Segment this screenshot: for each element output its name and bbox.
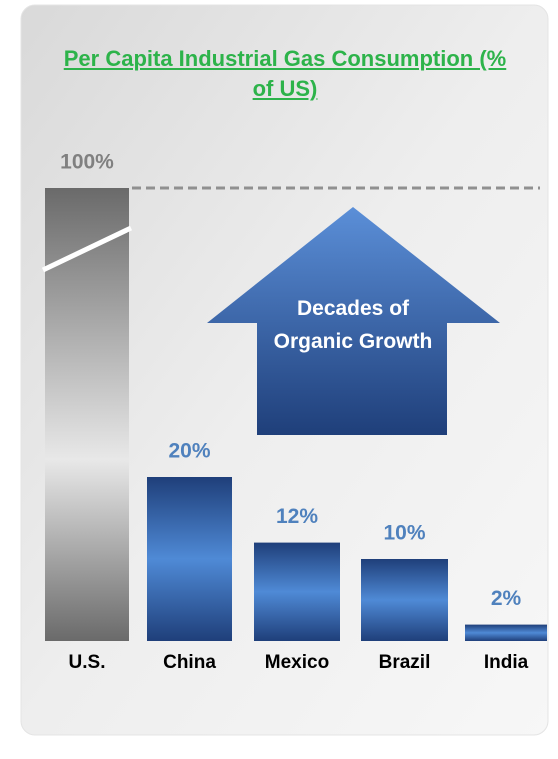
annotation: Decades of Organic Growth — [273, 297, 433, 353]
bar — [465, 624, 547, 641]
bar — [147, 477, 232, 641]
bar — [254, 542, 340, 641]
x-tick-label: Brazil — [379, 652, 431, 673]
axis-break — [41, 225, 133, 273]
x-tick-label: U.S. — [69, 652, 106, 673]
x-tick-label: China — [163, 652, 216, 673]
chart-title: Per Capita Industrial Gas Consumption (%… — [63, 46, 507, 101]
value-label: 2% — [491, 587, 522, 610]
bar — [361, 559, 448, 641]
x-tick-label: Mexico — [265, 652, 329, 673]
value-label: 12% — [276, 505, 318, 528]
x-tick-label: India — [484, 652, 529, 673]
value-label: 10% — [383, 522, 425, 545]
value-label: 20% — [168, 440, 210, 463]
arrow — [207, 207, 500, 435]
bar — [45, 188, 129, 641]
value-label: 100% — [60, 151, 114, 174]
